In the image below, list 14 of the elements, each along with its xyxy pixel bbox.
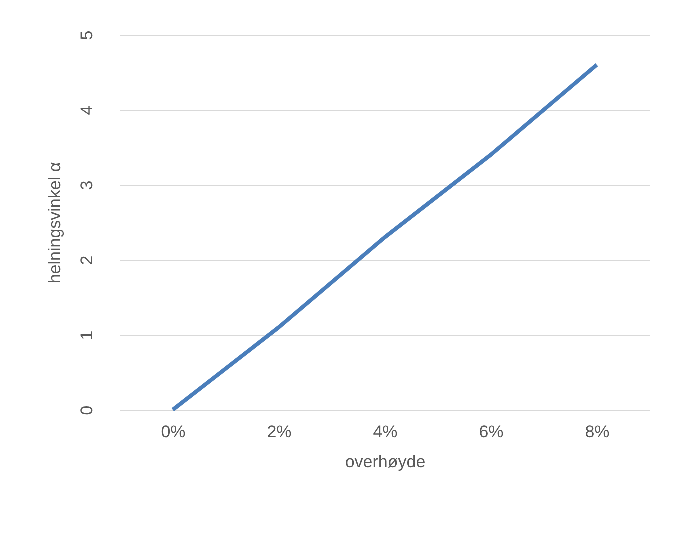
x-tick-label: 4% bbox=[373, 422, 398, 442]
x-tick-label: 2% bbox=[267, 422, 292, 442]
y-axis-title: helningsvinkel α bbox=[46, 162, 64, 284]
y-tick-label: 2 bbox=[78, 256, 96, 266]
line-series bbox=[171, 63, 599, 412]
x-tick-label: 0% bbox=[161, 422, 186, 442]
y-tick-label: 1 bbox=[78, 330, 96, 340]
y-tick-label: 0 bbox=[78, 406, 96, 416]
x-tick-label: 6% bbox=[479, 422, 504, 442]
y-tick-label: 3 bbox=[78, 180, 96, 190]
x-tick-label: 8% bbox=[585, 422, 610, 442]
x-axis-title: overhøyde bbox=[345, 452, 426, 472]
y-tick-label: 5 bbox=[78, 30, 96, 40]
y-tick-label: 4 bbox=[78, 106, 96, 116]
